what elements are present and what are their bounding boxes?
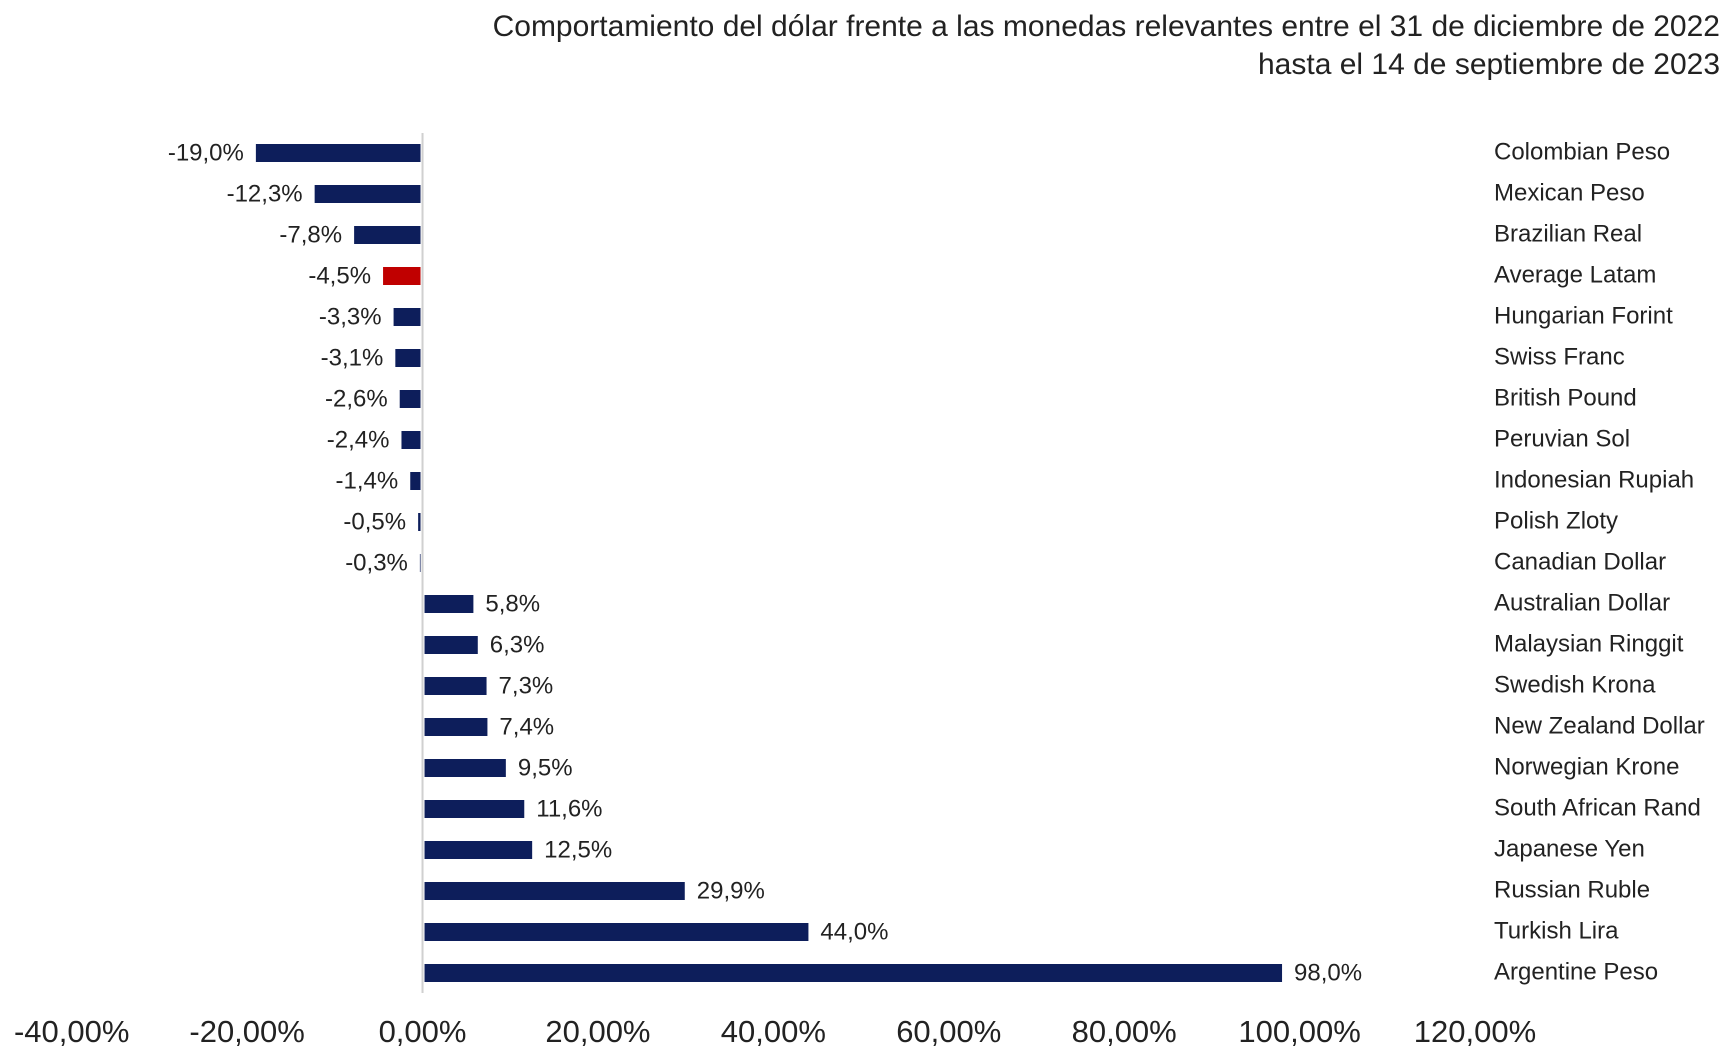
x-tick-label: 40,00% (721, 1014, 826, 1049)
bar (424, 718, 488, 736)
category-label: Mexican Peso (1494, 179, 1645, 206)
x-tick-label: -40,00% (14, 1014, 129, 1049)
value-label: 29,9% (697, 877, 765, 904)
value-label: 98,0% (1294, 959, 1362, 986)
category-label: Japanese Yen (1494, 835, 1645, 862)
value-label: -3,1% (321, 344, 384, 371)
value-label: -2,4% (327, 426, 390, 453)
bar (419, 554, 421, 572)
category-label: Russian Ruble (1494, 876, 1650, 903)
bar (383, 267, 421, 285)
bar (424, 759, 506, 777)
x-tick-label: 100,00% (1238, 1014, 1360, 1049)
value-label: -3,3% (319, 303, 382, 330)
category-label: Swiss Franc (1494, 343, 1625, 370)
bar (401, 431, 421, 449)
value-label: 12,5% (544, 836, 612, 863)
category-label: Swedish Krona (1494, 671, 1656, 698)
x-tick-label: -20,00% (189, 1014, 304, 1049)
x-tick-label: 20,00% (545, 1014, 650, 1049)
bar (424, 636, 478, 654)
category-label: Canadian Dollar (1494, 548, 1666, 575)
bar (314, 185, 421, 203)
value-label: 5,8% (485, 590, 540, 617)
bar (393, 308, 421, 326)
category-label: New Zealand Dollar (1494, 712, 1705, 739)
bar (424, 964, 1283, 982)
value-label: 44,0% (820, 918, 888, 945)
category-label: Indonesian Rupiah (1494, 466, 1694, 493)
value-label: 7,3% (499, 672, 554, 699)
category-label: Australian Dollar (1494, 589, 1670, 616)
category-label: Argentine Peso (1494, 958, 1658, 985)
bar (395, 349, 421, 367)
value-label: 6,3% (490, 631, 545, 658)
value-label: -0,5% (343, 508, 406, 535)
value-label: 9,5% (518, 754, 573, 781)
category-label: Turkish Lira (1494, 917, 1619, 944)
bar (424, 841, 533, 859)
value-label: -12,3% (227, 180, 303, 207)
x-tick-label: 60,00% (896, 1014, 1001, 1049)
value-label: -2,6% (325, 385, 388, 412)
value-label: 11,6% (536, 795, 602, 822)
category-label: Norwegian Krone (1494, 753, 1679, 780)
category-label: South African Rand (1494, 794, 1701, 821)
chart-title: hasta el 14 de septiembre de 2023 (1258, 48, 1720, 81)
x-tick-label: 80,00% (1072, 1014, 1177, 1049)
value-label: -4,5% (308, 262, 371, 289)
bar (424, 677, 487, 695)
bar (424, 923, 809, 941)
category-label: Peruvian Sol (1494, 425, 1630, 452)
category-label: Colombian Peso (1494, 138, 1670, 165)
value-label: -7,8% (279, 221, 342, 248)
category-label: Hungarian Forint (1494, 302, 1673, 329)
bar (354, 226, 421, 244)
value-label: 7,4% (499, 713, 554, 740)
bar (424, 800, 525, 818)
category-label: Malaysian Ringgit (1494, 630, 1684, 657)
bar (418, 513, 421, 531)
bar (424, 882, 685, 900)
value-label: -0,3% (345, 549, 408, 576)
chart-title: Comportamiento del dólar frente a las mo… (493, 10, 1720, 43)
bar (399, 390, 421, 408)
category-label: Polish Zloty (1494, 507, 1618, 534)
bar (410, 472, 421, 490)
bar (255, 144, 421, 162)
value-label: -19,0% (168, 139, 244, 166)
bar (424, 595, 474, 613)
category-label: British Pound (1494, 384, 1637, 411)
x-tick-label: 0,00% (379, 1014, 467, 1049)
value-label: -1,4% (336, 467, 399, 494)
x-tick-label: 120,00% (1414, 1014, 1536, 1049)
category-label: Brazilian Real (1494, 220, 1642, 247)
category-label: Average Latam (1494, 261, 1656, 288)
